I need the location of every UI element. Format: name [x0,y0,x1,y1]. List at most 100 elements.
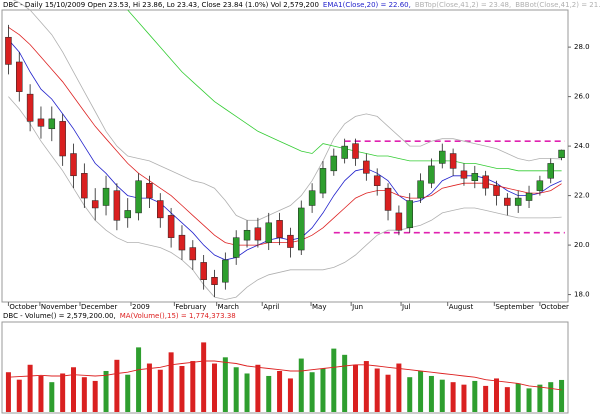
volume-bar [559,379,565,412]
candle-body [428,165,435,184]
volume-bar [450,382,456,412]
indicator-line [8,39,562,261]
volume-bar [309,372,315,412]
volume-bar [548,382,554,412]
volume-bar [407,377,413,412]
candle-body [460,170,468,179]
volume-bar [331,348,337,412]
candle-body [287,234,294,248]
volume-bar [342,354,348,412]
volume-bar [92,380,98,412]
x-tick-label: May [312,303,326,311]
volume-bar [428,375,434,412]
volume-bar [71,367,76,412]
candle-body [26,93,34,122]
x-tick-label: Jul [401,303,411,311]
candle-body [48,118,56,130]
volume-bar [515,383,521,412]
candle-body [373,175,381,186]
volume-bar [526,388,532,412]
y-tick-label: 26.0 [574,93,590,101]
candle-body [200,262,207,280]
candle-body [178,234,186,251]
candle-body [308,190,316,206]
price-frame [1,9,569,303]
volume-bar [461,384,467,412]
candle-body [504,197,511,206]
candle-body [341,145,348,159]
volume-bar [146,363,152,412]
x-tick-label: August [449,303,474,311]
volume-bar [277,370,283,412]
volume-bar [494,378,499,412]
volume-bar [157,369,163,412]
x-tick-label: 2009 [132,303,150,311]
candle-body [417,180,424,199]
y-tick-label: 24.0 [574,142,590,150]
volume-title: DBC - Volume() = 2,579,200.00, [3,312,116,320]
indicator-line [8,26,562,246]
volume-bar [244,373,250,412]
volume-bar [439,379,445,412]
candle-body [167,215,175,238]
candle-body [330,155,338,172]
volume-header: DBC - Volume() = 2,579,200.00, MA(Volume(… [3,312,244,321]
candle-body [211,277,218,285]
candle-body [124,210,131,219]
x-tick-label: December [81,303,117,311]
candle-body [319,168,327,194]
volume-bar [81,377,87,412]
candle-body [135,180,142,214]
volume-bar [255,364,261,412]
y-tick-label: 20.0 [574,241,590,249]
legend-entry: MA(Volume(),15) = 1,774,373.38 [119,312,236,320]
x-tick-label: September [495,303,534,311]
volume-bar [222,357,228,412]
candle-body [37,118,45,127]
candle-body [81,173,88,199]
volume-bar [266,375,272,412]
candle-body [536,180,544,191]
candle-body [395,212,403,231]
volume-bar [136,347,142,412]
candle-body [439,150,446,164]
indicator-line [8,96,562,300]
legend-entry: BBTop(Close,41,2) = 23.48, [414,1,512,9]
candle-body [16,61,23,92]
volume-bar [168,352,174,412]
candle-body [547,163,554,179]
volume-bar [287,378,293,412]
candle-body [406,200,413,229]
candle-body [363,160,370,174]
candle-body [146,182,153,199]
volume-bar [38,375,44,412]
volume-bar [418,370,424,412]
candle-body [91,200,99,209]
volume-bar [396,363,402,412]
candle-body [525,192,533,201]
x-tick-label: Jun [351,303,363,311]
volume-bar [385,374,391,412]
candle-body [70,153,77,177]
candle-body [558,149,565,158]
volume-bar [27,364,33,412]
candle-body [471,173,479,181]
volume-bar [16,379,22,412]
price-header: DBC - Daily 15/10/2009 Open 23.53, Hi 23… [3,1,600,10]
x-tick-label: April [263,303,279,311]
candle-body [384,187,392,211]
volume-bar [374,368,380,412]
volume-bar [363,361,369,412]
y-tick-label: 28.0 [574,43,590,51]
volume-bar [233,367,239,412]
candle-body [276,220,283,238]
volume-frame [1,321,569,414]
volume-ma-line [8,360,562,391]
candle-body [514,197,522,206]
volume-bar [504,387,510,412]
y-tick-label: 18.0 [574,291,590,299]
volume-bar [320,368,326,412]
volume-bar [60,373,66,412]
